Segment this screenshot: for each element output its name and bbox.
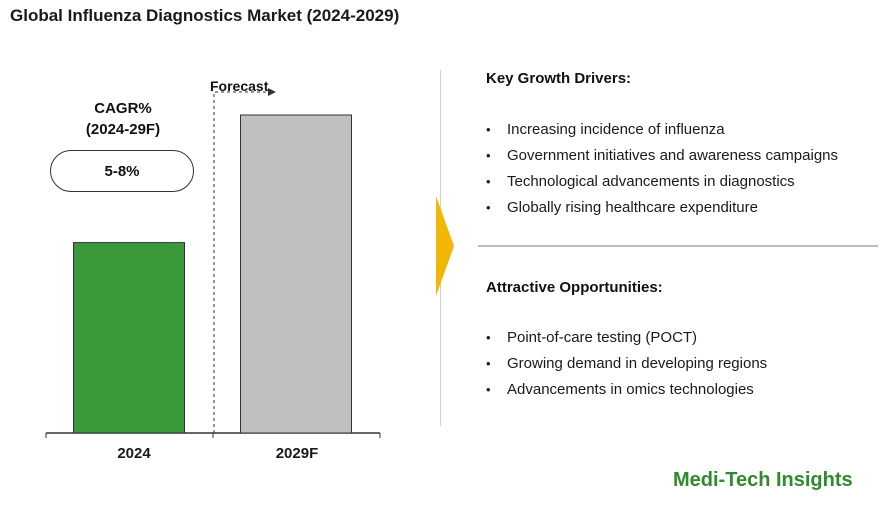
list-item: Growing demand in developing regions	[486, 351, 767, 377]
section-divider	[478, 245, 878, 247]
forecast-label: Forecast	[210, 78, 269, 94]
cagr-value-badge: 5-8%	[50, 150, 194, 192]
list-item: Advancements in omics technologies	[486, 377, 767, 403]
bar-2029f	[240, 114, 352, 434]
attractive-opportunities-list: Point-of-care testing (POCT) Growing dem…	[486, 325, 767, 403]
list-item: Technological advancements in diagnostic…	[486, 169, 838, 195]
category-label-2024: 2024	[117, 445, 151, 462]
page-title: Global Influenza Diagnostics Market (202…	[10, 6, 400, 25]
key-growth-drivers-heading: Key Growth Drivers:	[486, 70, 632, 87]
cagr-label: CAGR% (2024-29F)	[60, 98, 186, 140]
list-item: Government initiatives and awareness cam…	[486, 143, 838, 169]
cagr-label-line1: CAGR%	[94, 100, 152, 117]
chevron-right-icon	[436, 196, 454, 296]
bar-group	[73, 114, 352, 434]
list-item: Globally rising healthcare expenditure	[486, 195, 838, 221]
list-item: Point-of-care testing (POCT)	[486, 325, 767, 351]
forecast-arrow-head	[268, 88, 276, 96]
attractive-opportunities-heading: Attractive Opportunities:	[486, 279, 663, 296]
cagr-label-line2: (2024-29F)	[85, 121, 161, 138]
market-bar-chart: 2024 2029F	[45, 88, 381, 462]
key-growth-drivers-list: Increasing incidence of influenza Govern…	[486, 117, 838, 221]
category-label-2029f: 2029F	[276, 445, 319, 462]
bar-2024	[73, 242, 185, 434]
list-item: Increasing incidence of influenza	[486, 117, 838, 143]
brand-logo-text: Medi-Tech Insights	[673, 469, 853, 491]
